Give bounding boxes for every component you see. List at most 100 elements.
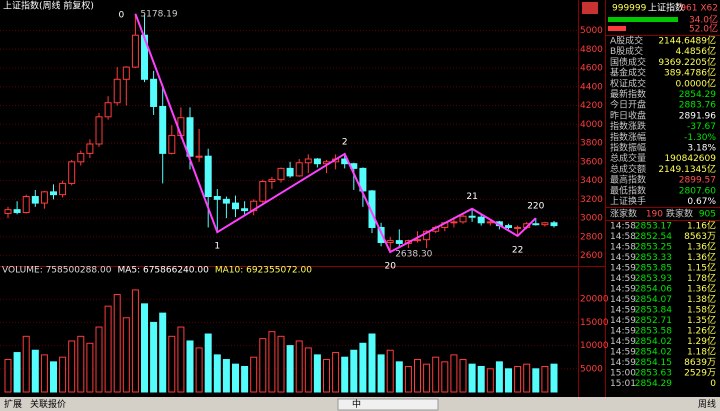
volume-header: MA10: 692355072.00	[215, 266, 312, 276]
volume-bar	[95, 326, 103, 393]
tick-volume: 8563万	[684, 232, 716, 242]
tick-price: 2854.29	[635, 379, 672, 389]
candle-body	[186, 117, 194, 157]
volume-bar	[350, 349, 358, 393]
tick-time: 14:59	[610, 253, 636, 263]
volume-bar	[341, 356, 349, 393]
tick-time: 14:59	[610, 337, 636, 347]
candle-body	[541, 222, 549, 226]
tick-time: 14:59	[610, 274, 636, 284]
candle-body	[241, 208, 249, 212]
tick-volume: 1.26亿	[687, 325, 716, 337]
candle-body	[113, 78, 121, 104]
count-label: 跌家数	[666, 208, 693, 220]
stat-label: 权证成交	[610, 77, 646, 89]
quote-name: 上证指数	[648, 2, 684, 14]
volume-bar	[323, 359, 330, 393]
candle-body	[168, 135, 176, 154]
tick-time: 14:59	[610, 316, 636, 326]
y-tick-label: 3600	[580, 157, 603, 167]
count-label: 涨家数	[610, 208, 637, 220]
volume-bar	[414, 359, 421, 393]
candle-body	[31, 196, 39, 204]
quote-code: 999999	[612, 4, 647, 14]
y-tick-label: 2600	[580, 251, 603, 261]
tick-price: 2853.33	[635, 253, 672, 263]
flow-bar	[608, 17, 678, 22]
candle-body	[514, 226, 522, 229]
volume-bar	[550, 363, 558, 393]
tick-time: 14:58	[610, 243, 636, 253]
volume-bar	[459, 359, 467, 393]
tick-price: 2854.07	[635, 295, 672, 305]
candle-body	[277, 167, 285, 181]
stat-value: 9369.2205亿	[658, 56, 716, 68]
volume-bar	[168, 335, 176, 393]
volume-bar	[259, 338, 267, 393]
y-tick-label: 10000	[580, 341, 609, 351]
volume-bar	[150, 321, 158, 393]
stat-label: 指数涨幅	[610, 131, 646, 143]
tick-volume: 0	[710, 379, 716, 389]
volume-bar	[368, 333, 376, 393]
footer-button[interactable]: 关联报价	[30, 398, 66, 410]
volume-bar	[159, 312, 167, 393]
candle-body	[159, 105, 167, 154]
y-tick-label: 4000	[580, 120, 603, 130]
tick-volume: 8639万	[684, 358, 716, 368]
tick-price: 2854.02	[635, 337, 672, 347]
wave-label: 1	[214, 242, 220, 252]
volume-bar	[68, 340, 76, 393]
stat-value: 2144.6489亿	[658, 35, 716, 47]
candle-body	[150, 78, 158, 107]
volume-bar	[450, 354, 458, 393]
stat-label: 国债成交	[610, 56, 646, 68]
volume-bar	[232, 363, 239, 393]
candle-body	[232, 202, 239, 210]
tick-time: 14:59	[610, 306, 636, 316]
tick-volume: 1.29亿	[687, 335, 716, 347]
tick-time: 14:59	[610, 295, 636, 305]
volume-bar	[295, 340, 303, 393]
tick-volume: 1.36亿	[687, 241, 716, 253]
tick-volume: 1.15亿	[687, 262, 716, 274]
volume-bar	[523, 363, 531, 393]
y-tick-label: 15000	[580, 318, 609, 328]
tick-volume: 1.38亿	[687, 293, 716, 305]
stat-value: -37.67	[687, 122, 716, 132]
candle-body	[505, 225, 512, 228]
stat-label: 最高指数	[610, 174, 646, 186]
volume-bar	[277, 335, 285, 393]
candle-body	[141, 34, 148, 80]
candle-body	[122, 66, 130, 80]
candle-body	[450, 221, 458, 224]
footer-button[interactable]: 扩展	[4, 398, 22, 410]
tick-volume: 1.18亿	[687, 346, 716, 358]
y-tick-label: 20000	[580, 295, 609, 305]
wave-label: 2	[342, 137, 348, 147]
volume-bar	[332, 352, 340, 393]
wave-line	[134, 13, 537, 254]
volume-bar	[377, 354, 385, 393]
tick-time: 15:00	[610, 369, 636, 379]
stat-value: 2891.96	[679, 111, 716, 121]
volume-bar	[477, 365, 485, 393]
volume-bar	[313, 354, 321, 393]
stat-value: 2807.60	[679, 186, 716, 196]
stat-value: -1.30%	[684, 133, 716, 143]
volume-bar	[22, 335, 30, 393]
y-tick-label: 4400	[580, 82, 603, 92]
tick-price: 2854.02	[635, 348, 672, 358]
stat-value: 190842609	[664, 154, 716, 164]
volume-bar	[213, 354, 221, 393]
candle-body	[4, 209, 12, 214]
candle-body	[59, 182, 67, 196]
stat-label: 指数振幅	[610, 142, 646, 154]
y-tick-label: 5000	[580, 26, 603, 36]
quote-icon	[582, 2, 598, 14]
candle-body	[77, 152, 85, 163]
period-label: 周线	[698, 398, 716, 410]
price-note: 2638.30	[395, 250, 432, 260]
volume-bar	[395, 361, 403, 393]
candle-body	[86, 143, 94, 154]
